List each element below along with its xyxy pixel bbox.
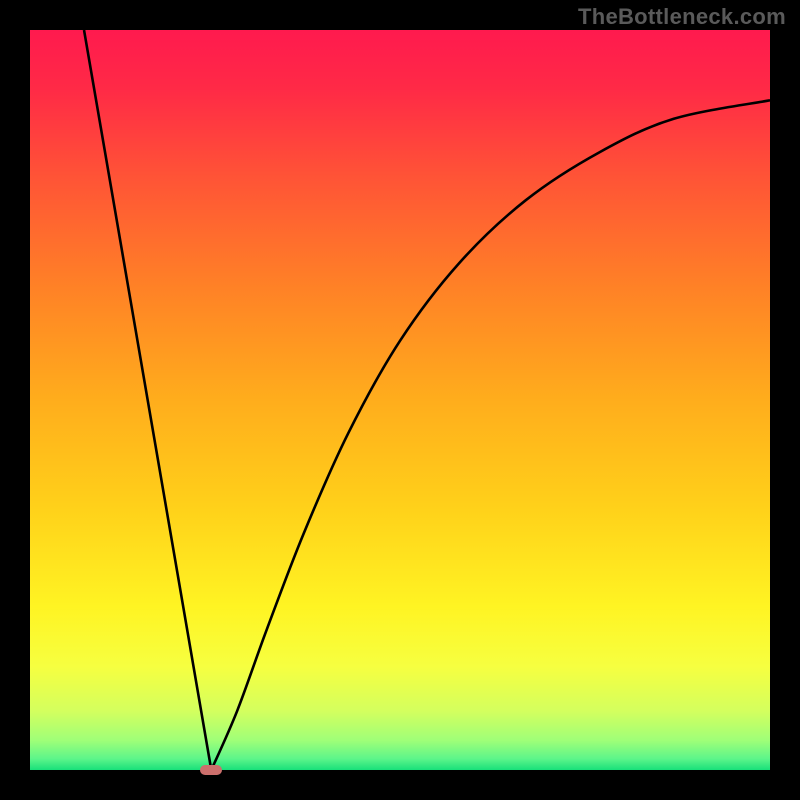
curve-minimum-marker — [200, 765, 222, 775]
plot-area — [30, 30, 770, 770]
bottleneck-curve — [30, 30, 770, 770]
watermark-text: TheBottleneck.com — [578, 4, 786, 30]
chart-frame: TheBottleneck.com — [0, 0, 800, 800]
